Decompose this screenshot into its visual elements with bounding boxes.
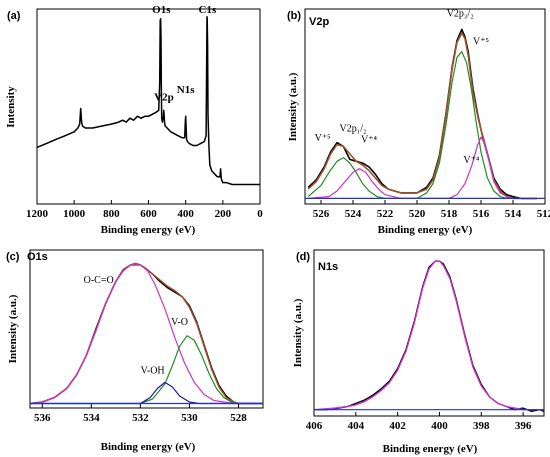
panel-a-xtick-label-0: 1200 xyxy=(26,208,49,220)
panel-a-xlabel: Binding energy (eV) xyxy=(101,224,196,236)
panel-b-series-3 xyxy=(308,136,537,199)
panel-b-ylabel: Intensity (a.u.) xyxy=(287,72,299,141)
panel-d-ticks: 406 404 402 400 398 396 xyxy=(306,412,532,432)
panel-d-xtick-label-1: 404 xyxy=(348,420,365,432)
panel-a-series-0 xyxy=(36,16,260,186)
panel-c-xlabel: Binding energy (eV) xyxy=(101,441,196,453)
panel-b-series-2 xyxy=(307,51,537,199)
panel-c-xtick-label-0: 536 xyxy=(34,412,51,424)
panel-c-xtick-label-3: 530 xyxy=(181,412,198,424)
panel-b-xtick-label-5: 516 xyxy=(473,208,490,220)
panel-b-annotation-5: V⁺⁴ xyxy=(463,155,480,166)
panel-d-xtick-label-4: 398 xyxy=(473,420,490,432)
panel-a-xtick-label-2: 800 xyxy=(103,208,120,220)
panel-b-annotation-2: V⁺⁴ xyxy=(361,135,378,146)
panel-b-xtick-label-7: 512 xyxy=(537,208,550,220)
panel-b-xtick-label-4: 518 xyxy=(441,208,458,220)
panel-a-annotation-0: O1s xyxy=(152,4,171,16)
panel-c-ticks: 536 534 532 530 528 xyxy=(34,404,247,424)
panel-a-ylabel: Intensity xyxy=(5,86,17,128)
panel-a-annotation-1: C1s xyxy=(199,4,217,16)
panel-d-series-1 xyxy=(313,260,544,411)
panel-d-series xyxy=(313,260,545,412)
panel-a-axes-frame xyxy=(36,8,261,205)
panel-c-xtick-label-4: 528 xyxy=(230,412,247,424)
panel-c-series-3 xyxy=(30,335,263,405)
panel-c-series xyxy=(29,262,263,405)
panel-d-axes-frame xyxy=(313,249,545,417)
panel-c-annotation-2: V-OH xyxy=(141,365,165,376)
panel-b-xtick-label-3: 520 xyxy=(409,208,426,220)
panel-b-series xyxy=(305,28,545,200)
panel-d-label: (d) xyxy=(296,251,310,263)
panel-d-title: N1s xyxy=(318,261,338,273)
panel-a-series xyxy=(36,16,260,186)
panel-b-annotation-1: V2p₁/₂ xyxy=(340,124,367,135)
panel-d-xtick-label-3: 400 xyxy=(431,420,448,432)
panel-c-series-4 xyxy=(30,381,263,405)
panel-a-ticks: 1200 1000 800 600 400 200 0 xyxy=(26,200,263,220)
panel-b-xtick-label-2: 522 xyxy=(377,208,394,220)
panel-a-xtick-label-1: 1000 xyxy=(63,208,86,220)
panel-d-xtick-label-0: 406 xyxy=(306,420,323,432)
panel-b-label: (b) xyxy=(287,10,301,22)
panel-d-xtick-label-5: 396 xyxy=(515,420,532,432)
panel-c-axes-frame xyxy=(29,249,264,409)
panel-c-annotation-0: O-C=O xyxy=(84,275,114,286)
panel-d-xlabel: Binding energy (eV) xyxy=(383,443,478,455)
panel-a-xtick-label-5: 200 xyxy=(215,208,232,220)
panel-a-annotation-3: N1s xyxy=(177,84,195,96)
panel-b-xtick-label-0: 526 xyxy=(313,208,330,220)
panel-b-xlabel: Binding energy (eV) xyxy=(378,224,473,236)
panel-b-xtick-label-6: 514 xyxy=(505,208,522,220)
panel-b-annotation-4: V⁺⁵ xyxy=(473,36,489,47)
panel-c-title: O1s xyxy=(27,251,48,263)
panel-c-series-0 xyxy=(29,262,263,405)
panel-c-xtick-label-1: 534 xyxy=(83,412,100,424)
panel-a-xtick-label-3: 600 xyxy=(140,208,157,220)
panel-b-title: V2p xyxy=(309,16,329,28)
panel-b: 526524522520518516514512 V⁺⁵V2p₁/₂V⁺⁴V2p… xyxy=(287,8,550,236)
panel-a-xtick-label-4: 400 xyxy=(177,208,194,220)
panel-b-series-0 xyxy=(307,28,537,200)
panel-d: 406 404 402 400 398 396 (d) N1s Binding energ… xyxy=(292,249,545,455)
panel-c-annotation-1: V-O xyxy=(171,317,188,328)
panel-c-annotations: O-C=O V-O V-OH xyxy=(84,275,188,376)
panel-a-label: (a) xyxy=(7,10,21,22)
panel-c-xtick-label-2: 532 xyxy=(132,412,149,424)
panel-d-xtick-label-2: 402 xyxy=(389,420,406,432)
panel-c-series-2 xyxy=(29,262,263,405)
panel-b-ticks: 526 524 522 520 518 516 514 512 xyxy=(313,200,550,220)
panel-c-ylabel: Intensity (a.u.) xyxy=(7,294,19,363)
panel-c-series-1 xyxy=(29,264,263,405)
panel-b-axes-frame xyxy=(304,8,546,205)
panel-a-xtick-label-6: 0 xyxy=(257,208,263,220)
panel-b-series-1 xyxy=(307,32,537,200)
panel-c: 536 534 532 530 528 O-C=O V-O V-OH (c) O1s Bin… xyxy=(6,249,264,453)
panel-b-annotation-0: V⁺⁵ xyxy=(315,133,331,144)
panel-b-annotation-3: V2p₃/₂ xyxy=(447,8,474,19)
panel-c-label: (c) xyxy=(6,251,20,263)
panel-d-ylabel: Intensity (a.u.) xyxy=(292,298,304,367)
panel-a-annotation-2: V2p xyxy=(154,92,174,104)
panel-d-series-0 xyxy=(314,260,545,412)
panel-b-xtick-label-1: 524 xyxy=(345,208,362,220)
